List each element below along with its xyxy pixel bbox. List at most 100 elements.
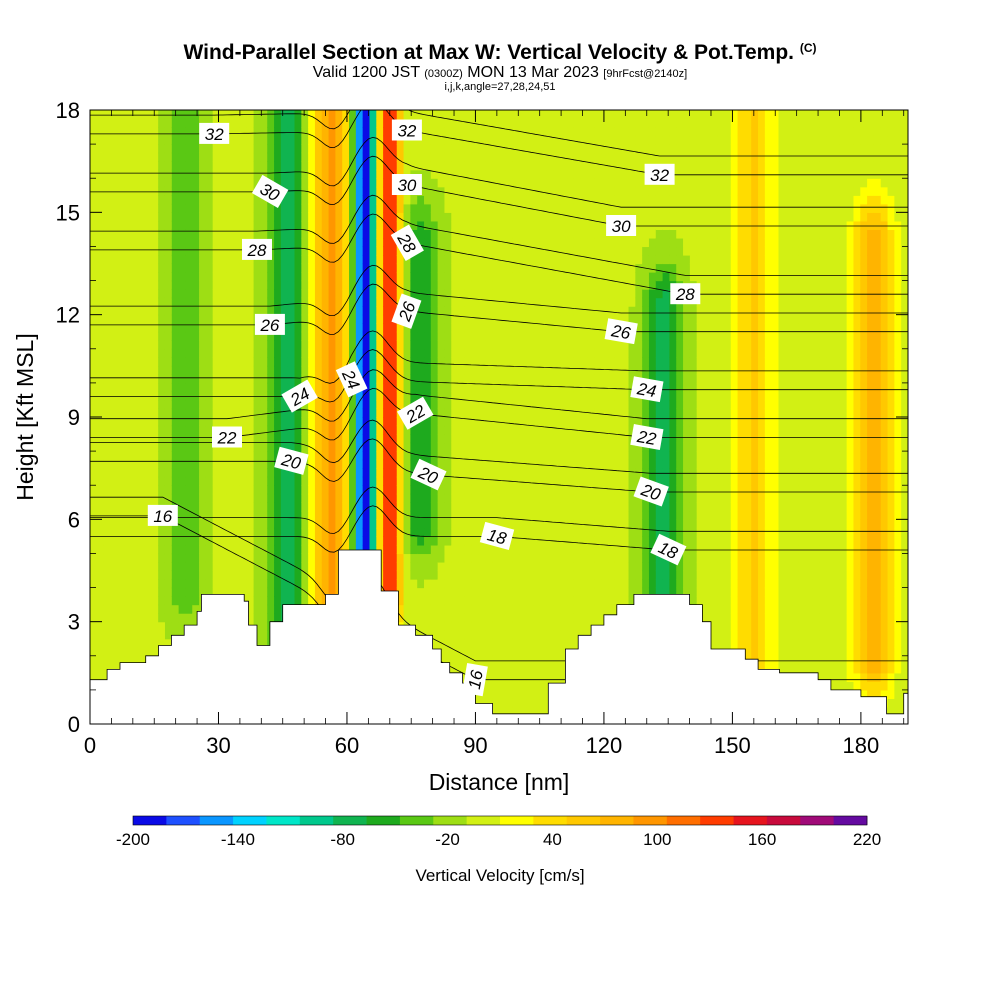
- velocity-cell: [424, 254, 432, 265]
- velocity-cell: [219, 110, 227, 120]
- velocity-cell: [205, 365, 214, 375]
- velocity-cell: [335, 434, 343, 444]
- velocity-cell: [499, 118, 507, 128]
- velocity-cell: [233, 587, 241, 597]
- velocity-cell: [314, 186, 323, 196]
- velocity-cell: [90, 408, 98, 418]
- velocity-cell: [96, 579, 105, 589]
- velocity-cell: [301, 331, 309, 341]
- velocity-cell: [553, 254, 561, 265]
- velocity-cell: [253, 280, 262, 290]
- velocity-cell: [274, 493, 282, 503]
- velocity-cell: [151, 135, 159, 145]
- velocity-cell: [212, 348, 221, 358]
- velocity-cell: [124, 178, 132, 188]
- velocity-cell: [308, 399, 316, 410]
- velocity-cell: [553, 297, 561, 307]
- velocity-cell: [369, 331, 377, 341]
- velocity-cell: [526, 613, 534, 623]
- velocity-cell: [533, 553, 541, 563]
- velocity-cell: [410, 331, 418, 341]
- velocity-cell: [280, 519, 289, 529]
- velocity-cell: [212, 391, 221, 401]
- velocity-cell: [314, 229, 323, 239]
- velocity-cell: [267, 468, 275, 478]
- velocity-cell: [512, 399, 521, 410]
- velocity-cell: [376, 425, 384, 435]
- velocity-cell: [335, 127, 343, 137]
- velocity-cell: [355, 127, 364, 137]
- velocity-cell: [458, 237, 466, 248]
- velocity-cell: [239, 118, 248, 128]
- velocity-cell: [369, 135, 377, 145]
- velocity-cell: [185, 579, 193, 589]
- velocity-cell: [355, 476, 364, 486]
- velocity-cell: [151, 638, 159, 648]
- velocity-cell: [212, 544, 221, 555]
- velocity-cell: [219, 186, 227, 196]
- velocity-cell: [96, 186, 105, 196]
- velocity-cell: [321, 442, 330, 452]
- velocity-cell: [499, 203, 507, 213]
- velocity-cell: [369, 272, 377, 282]
- velocity-cell: [151, 357, 159, 367]
- velocity-cell: [151, 195, 159, 205]
- velocity-cell: [369, 468, 377, 478]
- velocity-cell: [539, 570, 548, 580]
- velocity-cell: [335, 314, 343, 324]
- velocity-cell: [110, 621, 118, 631]
- velocity-cell: [533, 502, 541, 512]
- velocity-cell: [144, 212, 152, 222]
- velocity-cell: [117, 314, 125, 324]
- velocity-cell: [267, 152, 275, 162]
- velocity-cell: [314, 451, 323, 461]
- velocity-cell: [178, 195, 187, 205]
- velocity-cell: [164, 254, 173, 265]
- velocity-cell: [192, 596, 200, 606]
- velocity-cell: [267, 306, 275, 316]
- velocity-cell: [424, 553, 432, 563]
- velocity-cell: [96, 408, 105, 418]
- velocity-cell: [444, 110, 452, 120]
- velocity-cell: [328, 144, 336, 154]
- velocity-cell: [526, 493, 534, 503]
- velocity-cell: [335, 169, 343, 179]
- velocity-cell: [458, 630, 466, 640]
- velocity-cell: [124, 587, 132, 597]
- velocity-cell: [458, 306, 466, 316]
- velocity-cell: [308, 323, 316, 333]
- velocity-cell: [451, 246, 459, 256]
- velocity-cell: [485, 587, 493, 597]
- velocity-cell: [158, 323, 166, 333]
- velocity-cell: [171, 314, 180, 324]
- velocity-cell: [471, 178, 480, 188]
- velocity-cell: [274, 348, 282, 358]
- velocity-cell: [274, 596, 282, 606]
- velocity-cell: [205, 144, 214, 154]
- velocity-cell: [280, 203, 289, 213]
- velocity-cell: [478, 485, 486, 495]
- velocity-cell: [342, 254, 350, 265]
- velocity-cell: [294, 186, 302, 196]
- velocity-cell: [389, 425, 398, 435]
- velocity-cell: [301, 365, 309, 375]
- velocity-cell: [151, 621, 159, 631]
- velocity-cell: [287, 357, 296, 367]
- velocity-cell: [246, 596, 255, 606]
- velocity-cell: [246, 340, 255, 350]
- velocity-cell: [403, 272, 411, 282]
- velocity-cell: [199, 289, 207, 299]
- velocity-cell: [505, 689, 514, 700]
- velocity-cell: [246, 169, 255, 179]
- velocity-cell: [505, 425, 514, 435]
- velocity-cell: [164, 434, 173, 444]
- velocity-cell: [539, 365, 548, 375]
- velocity-cell: [512, 382, 521, 393]
- velocity-cell: [314, 527, 323, 537]
- velocity-cell: [451, 587, 459, 597]
- velocity-cell: [212, 169, 221, 179]
- velocity-cell: [451, 135, 459, 145]
- velocity-cell: [96, 203, 105, 213]
- velocity-cell: [171, 280, 180, 290]
- velocity-cell: [124, 161, 132, 171]
